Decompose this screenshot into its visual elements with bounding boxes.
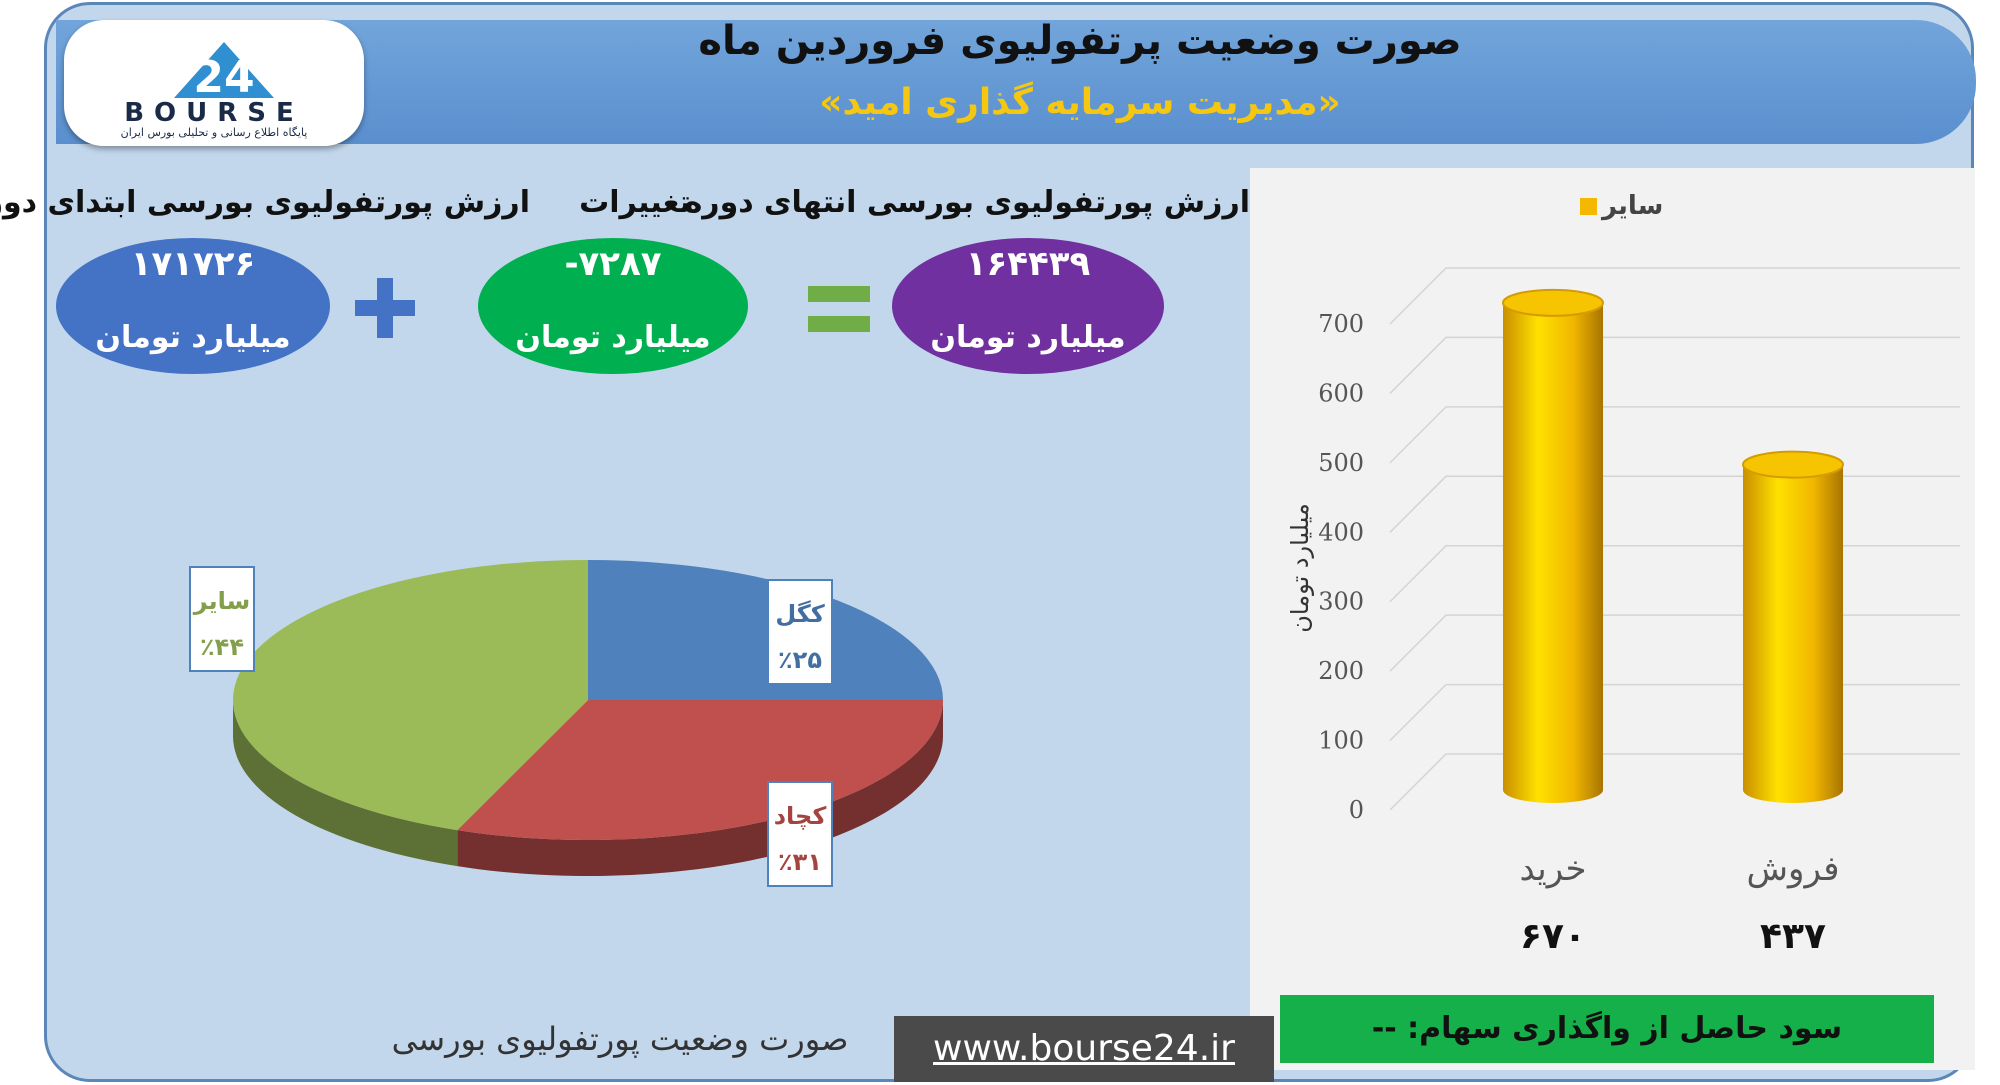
pie-label-box-کچاد <box>767 781 833 887</box>
footer-caption: صورت وضعیت پورتفولیوی بورسی <box>391 1020 849 1058</box>
bar-value-label: ۴۳۷ <box>1760 916 1826 957</box>
y-tick-label: 300 <box>1318 588 1364 616</box>
logo-triangle-icon: 24 <box>174 42 274 103</box>
pie-label-percent-کگل: ٪۲۵ <box>778 646 822 674</box>
y-axis-label: میلیارد تومان <box>1286 503 1314 632</box>
plus-icon <box>355 278 415 338</box>
bourse24-logo: 24 BOURSE پایگاه اطلاع رسانی و تحلیلی بو… <box>64 20 364 146</box>
page-subtitle: «مدیریت سرمایه گذاری امید» <box>819 82 1341 123</box>
pie-slice-کگل <box>588 560 943 700</box>
pie-label-name-کگل: کگل <box>775 600 824 628</box>
gridline <box>1389 753 1960 811</box>
change-label: تغییرات <box>579 185 691 220</box>
x-category-label: فروش <box>1747 849 1840 889</box>
gridline <box>1389 614 1960 672</box>
pie-slice-سایر <box>233 560 588 831</box>
end-unit: میلیارد تومان <box>930 320 1126 355</box>
gridline <box>1389 267 1960 325</box>
x-category-label: خرید <box>1519 849 1586 889</box>
pie-label-percent-سایر: ٪۴۴ <box>200 633 244 661</box>
gridline <box>1389 683 1960 742</box>
start-unit: میلیارد تومان <box>95 320 291 355</box>
pie-label-box-کگل <box>767 579 833 685</box>
end-value-oval: ۱۶۴۴۳۹ میلیارد تومان <box>892 238 1164 374</box>
pie-label-name-کچاد: کچاد <box>774 802 827 830</box>
pie-label-box-سایر <box>189 566 255 672</box>
portfolio-pie-chart: کگل ٪۲۵ کچاد ٪۳۱ سایر ٪۴۴ <box>189 560 943 887</box>
logo-subtext: پایگاه اطلاع رسانی و تحلیلی بورس ایران <box>120 126 308 139</box>
y-tick-label: 400 <box>1318 518 1364 546</box>
svg-text:24: 24 <box>193 52 254 103</box>
header-banner <box>56 20 1976 144</box>
trade-bar-chart: 0 100 200 300 400 500 600 700 میلیارد تومان سایر خ… <box>1286 191 1960 957</box>
bar-خرید <box>1503 302 1603 803</box>
start-value-oval: ۱۷۱۷۲۶ میلیارد تومان <box>56 238 330 374</box>
y-tick-label: 200 <box>1318 657 1364 685</box>
bar-top-فروش <box>1742 450 1844 479</box>
gridline <box>1389 336 1960 394</box>
bar-value-label: ۶۷۰ <box>1520 916 1586 957</box>
bar-chart-panel <box>1250 168 1975 1070</box>
legend-swatch <box>1580 198 1597 215</box>
y-tick-label: 600 <box>1318 379 1364 407</box>
change-unit: میلیارد تومان <box>515 320 711 355</box>
gridline <box>1389 475 1960 533</box>
change-value: -۷۲۸۷ <box>564 244 662 284</box>
y-tick-label: 700 <box>1318 310 1364 338</box>
page-title: صورت وضعیت پرتفولیوی فروردین ماه <box>698 18 1462 64</box>
y-tick-label: 0 <box>1349 796 1364 824</box>
bar-top-خرید <box>1502 288 1604 317</box>
equals-icon <box>808 286 870 332</box>
gridline <box>1389 406 1960 464</box>
end-value-label: ارزش پورتفولیوی بورسی انتهای دوره <box>684 185 1250 220</box>
profit-banner: سود حاصل از واگذاری سهام: -- <box>1280 995 1934 1063</box>
pie-side-سایر <box>233 700 458 867</box>
gridline <box>1389 544 1960 603</box>
legend-label: سایر <box>1600 191 1663 221</box>
pie-label-name-سایر: سایر <box>193 587 251 615</box>
pie-label-percent-کچاد: ٪۳۱ <box>778 848 822 876</box>
y-tick-label: 100 <box>1318 727 1364 755</box>
logo-text: BOURSE <box>124 98 304 128</box>
end-value: ۱۶۴۴۳۹ <box>965 244 1091 284</box>
website-link[interactable]: www.bourse24.ir <box>894 1016 1274 1082</box>
y-tick-label: 500 <box>1318 449 1364 477</box>
start-value: ۱۷۱۷۲۶ <box>130 244 256 284</box>
bar-فروش <box>1743 464 1843 803</box>
change-value-oval: -۷۲۸۷ میلیارد تومان <box>478 238 748 374</box>
start-value-label: ارزش پورتفولیوی بورسی ابتدای دوره <box>0 185 530 220</box>
